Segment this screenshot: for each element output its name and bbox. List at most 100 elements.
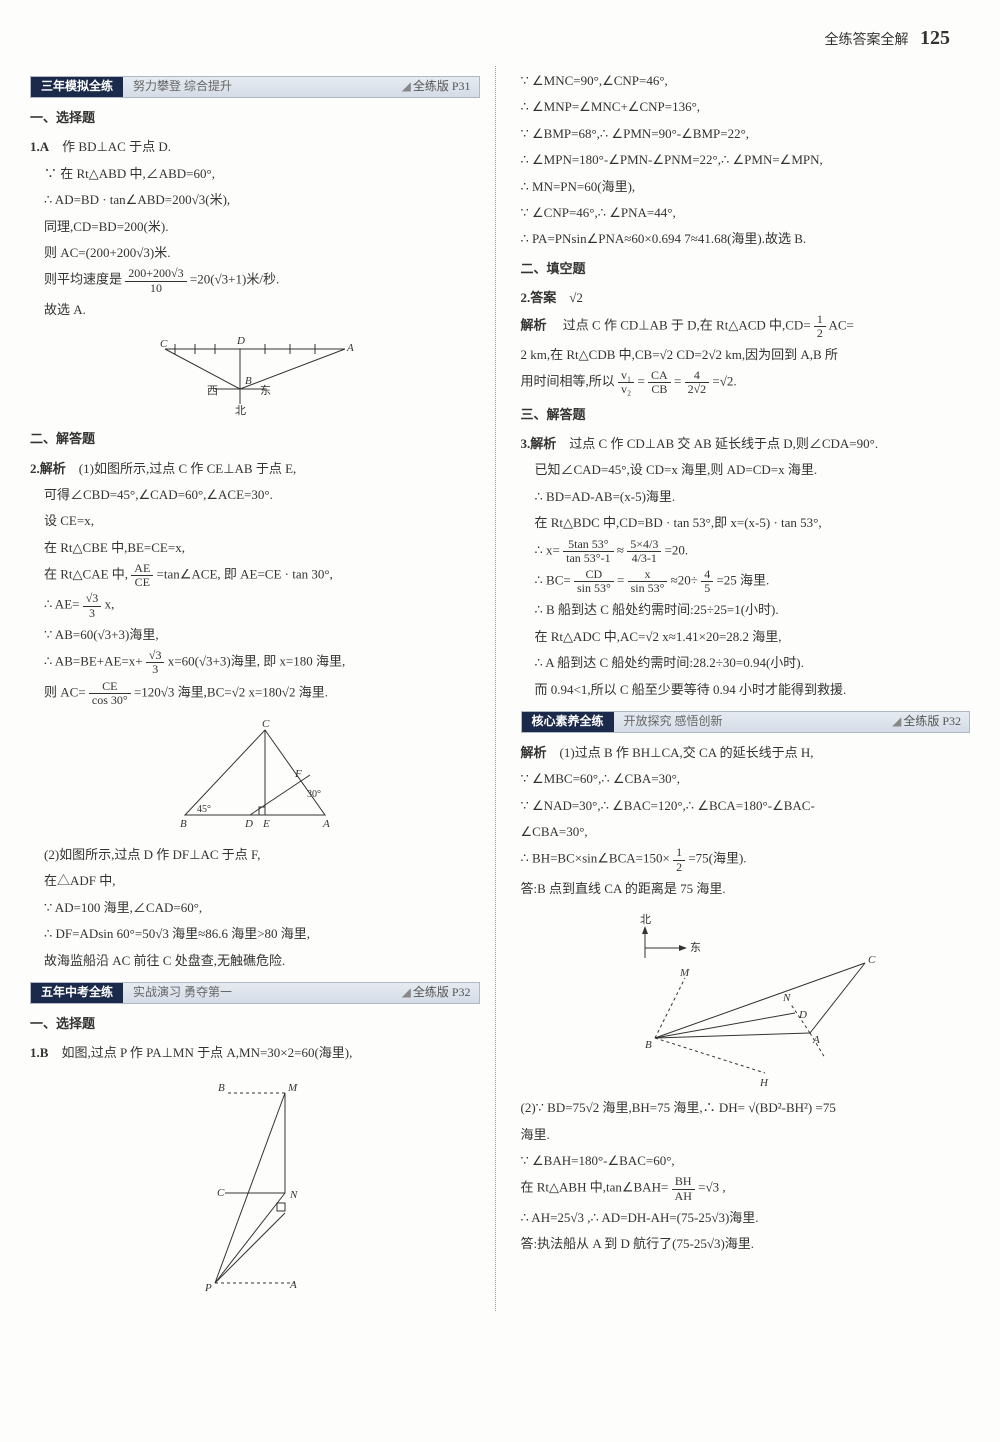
d3-p: P xyxy=(204,1282,212,1294)
fn: 4 xyxy=(701,568,713,582)
d4-dong: 东 xyxy=(690,941,701,954)
q2-l5-pre: 在 Rt△CAE 中, xyxy=(44,567,128,582)
q2-l7: ∵ AB=60(√3+3)海里, xyxy=(30,623,480,646)
q2jx-l1-post: AC= xyxy=(828,317,853,332)
eq: = xyxy=(674,374,681,389)
q2-l3: 设 CE=x, xyxy=(30,509,480,532)
section-tab: 三年模拟全练 xyxy=(31,77,123,97)
fd: sin 53° xyxy=(574,582,614,595)
frac: v₁v₂ xyxy=(618,369,634,396)
q1a-label: 1.A 作 BD⊥AC 于点 D. xyxy=(30,135,480,158)
section-page-ref: 全练版 P32 xyxy=(892,711,961,733)
q1a-l6-pre: 则平均速度是 xyxy=(44,272,122,287)
q2jx-l3-pre: 用时间相等,所以 xyxy=(521,374,615,389)
fn: BH xyxy=(672,1175,695,1189)
frac: CEcos 30° xyxy=(89,680,131,707)
mid: ≈20÷ xyxy=(671,573,698,588)
q1a-l7: 故选 A. xyxy=(30,298,480,321)
q2p2-l3: ∵ AD=100 海里,∠CAD=60°, xyxy=(30,896,480,919)
section-bar-1: 三年模拟全练 努力攀登 综合提升 全练版 P31 xyxy=(30,76,480,98)
q2-jiexi: 解析 xyxy=(521,317,547,332)
q1a-l5: 则 AC=(200+200√3)米. xyxy=(30,241,480,264)
frac: xsin 53° xyxy=(628,568,668,595)
heading-tiankong: 二、填空题 xyxy=(521,257,971,280)
d2-f: F xyxy=(294,768,302,780)
frac: 12 xyxy=(673,846,685,873)
header-title: 全练答案全解 xyxy=(825,33,909,48)
d4-bei: 北 xyxy=(640,913,651,926)
q2p2-l5: 故海监船沿 AC 前往 C 处盘查,无触礁危险. xyxy=(30,949,480,972)
fd: AH xyxy=(672,1190,695,1203)
q3-l8: 在 Rt△ADC 中,AC=√2 x≈1.41×20=28.2 海里, xyxy=(521,625,971,648)
r2-l1: (1)过点 B 作 BH⊥CA,交 CA 的延长线于点 H, xyxy=(560,745,814,760)
section-tab: 五年中考全练 xyxy=(31,983,123,1003)
section-page-ref: 全练版 P32 xyxy=(402,982,471,1004)
r2-l12: 答:执法船从 A 到 D 航行了(75-25√3)海里. xyxy=(521,1232,971,1255)
diagram-2-svg: C B D E A F 45° 30° xyxy=(155,715,355,835)
eq: = xyxy=(617,573,624,588)
q3-line: 3.解析 过点 C 作 CD⊥AB 交 AB 延长线于点 D,则∠CDA=90°… xyxy=(521,432,971,455)
q3-l6: ∴ BC= CDsin 53° = xsin 53° ≈20÷ 45 =25 海… xyxy=(521,568,971,595)
frac: 5×4/34/3-1 xyxy=(627,538,661,565)
r-l7: ∴ PA=PNsin∠PNA≈60×0.694 7≈41.68(海里).故选 B… xyxy=(521,227,971,250)
q3-l9: ∴ A 船到达 C 船处约需时间:28.2÷30=0.94(小时). xyxy=(521,651,971,674)
section-subtitle: 努力攀登 综合提升 xyxy=(133,76,402,98)
d4-b: B xyxy=(645,1039,652,1051)
fn: 1 xyxy=(814,313,826,327)
heading-jieda: 二、解答题 xyxy=(30,427,480,450)
d1-b: B xyxy=(245,375,252,387)
r2-l7-pre: (2)∵ BD=75√2 海里,BH=75 海里,∴ DH= xyxy=(521,1100,745,1115)
d4-c: C xyxy=(868,954,876,966)
q1b-line: 1.B 如图,过点 P 作 PA⊥MN 于点 A,MN=30×2=60(海里), xyxy=(30,1041,480,1064)
q1a-num: 1.A xyxy=(30,139,49,154)
frac: 200+200√310 xyxy=(125,267,186,294)
d2-30: 30° xyxy=(307,789,321,800)
q1a-l2: ∵ 在 Rt△ABD 中,∠ABD=60°, xyxy=(30,162,480,185)
heading-xuanze-2: 一、选择题 xyxy=(30,1012,480,1035)
d3-m: M xyxy=(287,1082,298,1094)
right-column: ∵ ∠MNC=90°,∠CNP=46°, ∴ ∠MNP=∠MNC+∠CNP=13… xyxy=(516,66,971,1311)
fn: 1 xyxy=(673,846,685,860)
r2-l10-pre: 在 Rt△ABH 中,tan∠BAH= xyxy=(521,1180,669,1195)
q1b-num: 1.B xyxy=(30,1045,48,1060)
q2jx-l3: 用时间相等,所以 v₁v₂ = CACB = 42√2 =√2. xyxy=(521,369,971,396)
q1a-l3: ∴ AD=BD · tan∠ABD=200√3(米), xyxy=(30,188,480,211)
q2-l6-pre: ∴ AE= xyxy=(44,597,79,612)
r2-jx: 解析 xyxy=(521,745,547,760)
fd: 2√2 xyxy=(685,383,710,396)
r-l2: ∴ ∠MNP=∠MNC+∠CNP=136°, xyxy=(521,95,971,118)
r2-l6: 答:B 点到直线 CA 的距离是 75 海里. xyxy=(521,877,971,900)
fd: CB xyxy=(648,383,671,396)
fd: v₂ xyxy=(618,383,634,396)
q3-l5-pre: ∴ x= xyxy=(535,542,560,557)
frac: 45 xyxy=(701,568,713,595)
q1b-l1: 如图,过点 P 作 PA⊥MN 于点 A,MN=30×2=60(海里), xyxy=(61,1045,352,1060)
content-columns: 三年模拟全练 努力攀登 综合提升 全练版 P31 一、选择题 1.A 作 BD⊥… xyxy=(30,66,970,1311)
d2-e: E xyxy=(262,818,270,830)
approx: ≈ xyxy=(617,542,624,557)
q2jx-l3-post: =√2. xyxy=(712,374,736,389)
d2-45: 45° xyxy=(197,804,211,815)
d4-m: M xyxy=(679,967,690,979)
fd: 2 xyxy=(814,327,826,340)
fd: sin 53° xyxy=(628,582,668,595)
q3-l5: ∴ x= 5tan 53°tan 53°-1 ≈ 5×4/34/3-1 =20. xyxy=(521,538,971,565)
q2-title-line: 2.解析 (1)如图所示,过点 C 作 CE⊥AB 于点 E, xyxy=(30,457,480,480)
fn: 5×4/3 xyxy=(627,538,661,552)
q2-l9: 则 AC= CEcos 30° =120√3 海里,BC=√2 x=180√2 … xyxy=(30,680,480,707)
r2-l7-sqrt: √(BD²-BH²) xyxy=(748,1100,812,1115)
diagram-4-svg: 北 东 M C B N D A H xyxy=(595,908,895,1088)
fd: 3 xyxy=(146,663,165,676)
section-tab: 核心素养全练 xyxy=(522,712,614,732)
fn: √3 xyxy=(146,649,165,663)
r-l1: ∵ ∠MNC=90°,∠CNP=46°, xyxy=(521,69,971,92)
r2-l5: ∴ BH=BC×sin∠BCA=150× 12 =75(海里). xyxy=(521,846,971,873)
r2-l3: ∵ ∠NAD=30°,∴ ∠BAC=120°,∴ ∠BCA=180°-∠BAC- xyxy=(521,794,971,817)
q3-l10: 而 0.94<1,所以 C 船至少要等待 0.94 小时才能得到救援. xyxy=(521,678,971,701)
diagram-4: 北 东 M C B N D A H xyxy=(521,908,971,1088)
section-bar-2: 五年中考全练 实战演习 勇夺第一 全练版 P32 xyxy=(30,982,480,1004)
diagram-1-svg: C D A B 北 西 东 xyxy=(145,329,365,419)
frac-num: 200+200√3 xyxy=(125,267,186,281)
q3-l4: 在 Rt△BDC 中,CD=BD · tan 53°,即 x=(x-5) · t… xyxy=(521,511,971,534)
q2-l5-post: =tan∠ACE, 即 AE=CE · tan 30°, xyxy=(157,567,333,582)
